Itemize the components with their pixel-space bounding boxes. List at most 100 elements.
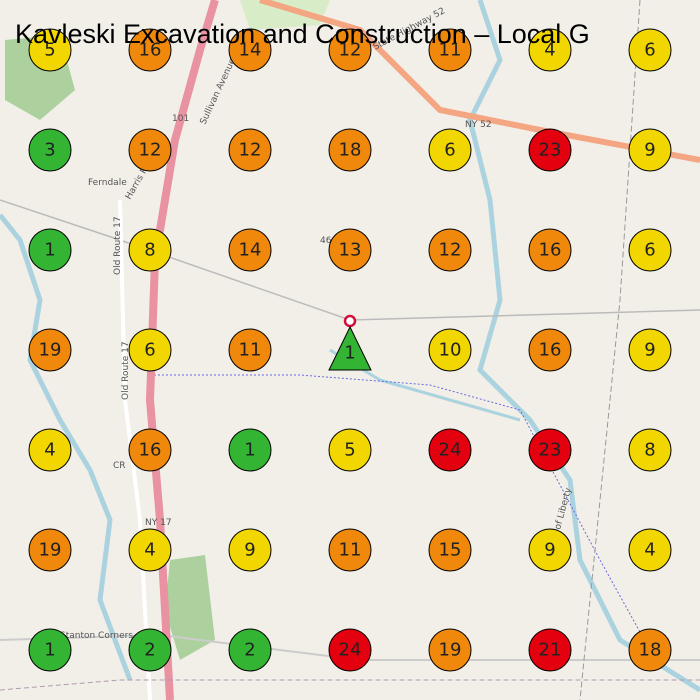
rank-label: 1 (344, 343, 355, 364)
rank-label: 14 (239, 40, 262, 61)
rank-label: 16 (139, 40, 162, 61)
rank-marker (328, 228, 372, 272)
map-label: 101 (172, 114, 189, 124)
rank-marker (328, 128, 372, 172)
rank-marker (128, 28, 172, 72)
rank-label: 21 (539, 640, 562, 661)
rank-label: 9 (644, 340, 655, 361)
rank-grid: 5 16 14 12 11 4 63 12 12 18 6 23 91 8 14 13 12 16 619 6 11 1 1… (28, 28, 672, 672)
rank-label: 12 (139, 140, 162, 161)
rank-label: 1 (244, 440, 255, 461)
rank-label: 5 (44, 40, 55, 61)
map-label: Ferndale (88, 178, 127, 188)
rank-label: 11 (239, 340, 262, 361)
map-label: NY 52 (465, 120, 492, 130)
rank-label: 18 (339, 140, 362, 161)
rank-marker (528, 128, 572, 172)
rank-label: 9 (544, 540, 555, 561)
rank-marker (128, 128, 172, 172)
map-label: Old Route 17 (113, 216, 123, 275)
rank-marker (428, 528, 472, 572)
rank-label: 2 (244, 640, 255, 661)
road (0, 199, 700, 321)
rank-marker (28, 428, 72, 472)
rank-label: 16 (139, 440, 162, 461)
boundary (0, 679, 700, 691)
rank-label: 4 (44, 440, 55, 461)
center-marker (328, 325, 372, 371)
rank-label: 3 (44, 140, 55, 161)
rank-label: 6 (644, 40, 655, 61)
rank-marker (328, 28, 372, 72)
river (0, 213, 133, 681)
rank-marker (328, 628, 372, 672)
map-label: CR (113, 461, 126, 471)
rank-marker (528, 428, 572, 472)
rank-label: 19 (439, 640, 462, 661)
rank-label: 19 (39, 540, 62, 561)
rank-label: 14 (239, 240, 262, 261)
rank-marker (28, 628, 72, 672)
boundary (150, 374, 651, 651)
railway (579, 0, 641, 700)
rank-marker (28, 328, 72, 372)
rank-label: 13 (339, 240, 362, 261)
rank-label: 16 (539, 240, 562, 261)
rank-marker (428, 628, 472, 672)
rank-marker (628, 628, 672, 672)
rank-label: 23 (539, 440, 562, 461)
rank-marker (228, 328, 272, 372)
park (165, 555, 215, 660)
rank-label: 11 (339, 540, 362, 561)
title: Kavleski Excavation and Construction – L… (15, 19, 590, 49)
map-label: NY 17 (145, 518, 172, 528)
rank-marker (28, 528, 72, 572)
rank-label: 4 (544, 40, 555, 61)
location-pin (343, 314, 357, 328)
rank-marker (228, 228, 272, 272)
rank-marker (628, 428, 672, 472)
rank-label: 24 (339, 640, 362, 661)
rank-marker (328, 528, 372, 572)
rank-marker (528, 228, 572, 272)
rank-marker (228, 528, 272, 572)
rank-marker (128, 628, 172, 672)
rank-label: 12 (439, 240, 462, 261)
rank-label: 15 (439, 540, 462, 561)
rank-label: 4 (144, 540, 155, 561)
rank-marker (628, 528, 672, 572)
rank-marker (628, 28, 672, 72)
rank-label: 4 (644, 540, 655, 561)
state-highway (259, 0, 700, 163)
park (240, 0, 330, 30)
rank-label: 1 (44, 640, 55, 661)
rank-marker (28, 228, 72, 272)
rank-label: 11 (439, 40, 462, 61)
rank-marker (228, 28, 272, 72)
rank-label: 12 (339, 40, 362, 61)
rank-label: 5 (344, 440, 355, 461)
rank-label: 6 (144, 340, 155, 361)
rank-marker (428, 328, 472, 372)
rank-marker (328, 428, 372, 472)
river (467, 0, 700, 693)
rank-label: 12 (239, 140, 262, 161)
rank-marker (628, 228, 672, 272)
rank-marker (428, 128, 472, 172)
map-label: Old Route 17 (121, 341, 131, 400)
rank-marker (128, 228, 172, 272)
rank-marker (528, 28, 572, 72)
rank-marker (228, 428, 272, 472)
rank-marker (528, 628, 572, 672)
rank-label: 9 (644, 140, 655, 161)
rank-label: 18 (639, 640, 662, 661)
map-label: 46 (320, 236, 332, 246)
rank-label: 8 (144, 240, 155, 261)
rank-marker (28, 128, 72, 172)
rank-label: 2 (144, 640, 155, 661)
rank-marker (228, 128, 272, 172)
rank-label: 8 (644, 440, 655, 461)
rank-marker (428, 28, 472, 72)
rank-label: 9 (244, 540, 255, 561)
